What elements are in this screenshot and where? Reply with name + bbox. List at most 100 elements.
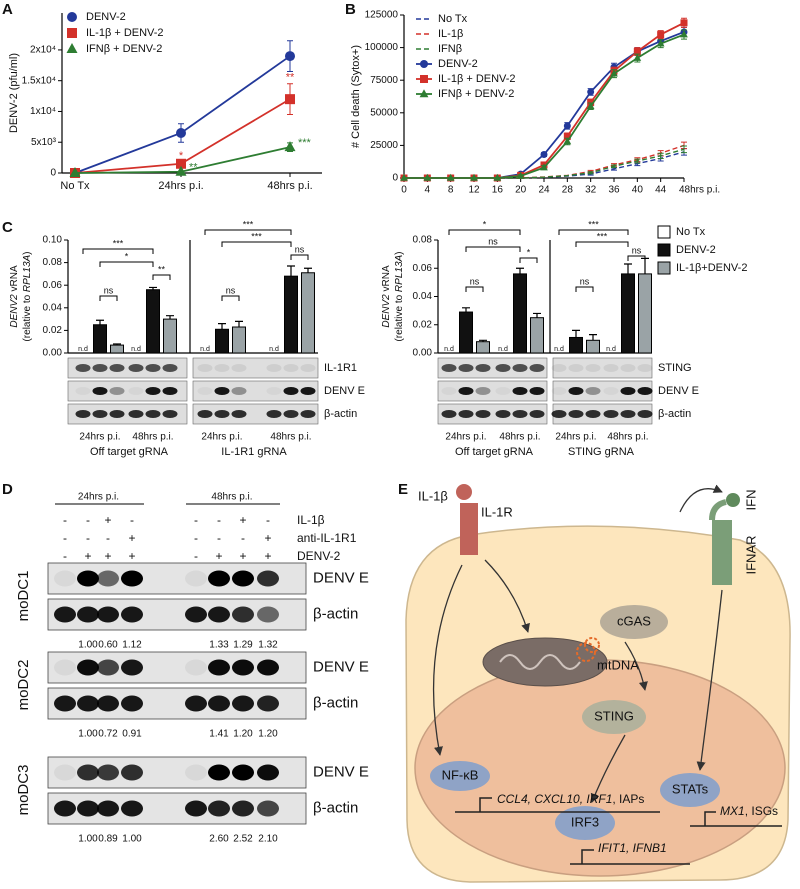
marker: [67, 28, 77, 38]
x-tick-label: 44: [655, 185, 667, 196]
bracket: [221, 241, 292, 247]
error-bar: [96, 319, 104, 325]
panel-label: A: [2, 1, 13, 18]
significance: ns: [226, 285, 236, 295]
y-tick-label: 100000: [365, 42, 399, 53]
error-bar: [572, 329, 580, 338]
blot-band: [208, 570, 230, 587]
bar: [638, 273, 652, 354]
error-bar: [611, 164, 617, 169]
blot-band: [109, 364, 125, 372]
blot-band: [585, 364, 601, 372]
sting-label: STING: [594, 708, 634, 723]
blot-label: IL-1R1: [324, 362, 357, 374]
blot-band: [551, 364, 567, 372]
x-tick-label: 24hrs p.i.: [445, 432, 486, 443]
blot: [67, 380, 188, 402]
bar: [621, 273, 635, 354]
blot: [192, 357, 319, 379]
legend-label: No Tx: [676, 226, 706, 238]
blot-band: [231, 387, 247, 395]
marker: [633, 53, 642, 61]
blot-band: [232, 659, 254, 676]
gene-text: MX1: [720, 804, 745, 818]
blot-band: [257, 659, 279, 676]
x-tick-label: 48hrs p.i.: [267, 180, 312, 192]
marker: [493, 173, 502, 181]
treatment-label: IL-1β: [297, 513, 325, 527]
blot-band: [266, 364, 282, 372]
marker: [176, 128, 186, 138]
blot-band: [266, 410, 282, 418]
bar: [284, 275, 298, 354]
blot-band: [231, 410, 247, 418]
blot-label: DENV E: [658, 385, 699, 397]
y-axis-label-part: ): [394, 251, 405, 254]
blot-band: [75, 364, 91, 372]
blot-band: [475, 410, 491, 418]
x-tick-label: 8: [448, 185, 454, 196]
y-tick-label: 25000: [370, 140, 398, 151]
blot-band: [121, 659, 143, 676]
blot: [192, 380, 319, 402]
marker: [680, 30, 688, 38]
x-tick-label: 16: [492, 185, 504, 196]
blot-label: β-actin: [313, 799, 358, 816]
x-tick-label: 0: [401, 185, 407, 196]
gene-line: [690, 811, 782, 827]
bar: [586, 339, 600, 354]
bracket: [221, 295, 240, 301]
bracket: [290, 254, 309, 260]
cgas-label: cGAS: [617, 613, 651, 628]
marker: [176, 158, 186, 169]
arrow: [590, 734, 626, 803]
y-axis-label-part: RPL13A: [22, 254, 33, 292]
blot-band: [54, 606, 76, 623]
marker: [420, 60, 428, 68]
arrow: [696, 589, 723, 771]
y-axis-label-part: DENV2: [9, 294, 20, 328]
y-axis-label-part: (relative to: [394, 292, 405, 341]
bracket: [627, 255, 646, 261]
nfkb: [430, 761, 490, 791]
treatment-mark: +: [239, 549, 246, 563]
blot-band: [185, 695, 207, 712]
y-tick-label: 0.04: [43, 302, 63, 313]
blot-band: [603, 410, 619, 418]
quantification: 1.12: [122, 640, 142, 651]
quantification: 2.60: [209, 834, 229, 845]
gene-label: CCL4, CXCL10, IRF1, IAPs: [497, 792, 644, 806]
significance: ns: [295, 244, 305, 254]
blot-band: [529, 387, 545, 395]
blot-band: [257, 764, 279, 781]
value-label: n.d: [78, 346, 88, 353]
blot-band: [54, 800, 76, 817]
blot-band: [551, 387, 567, 395]
error-bar: [681, 145, 687, 154]
bracket: [519, 257, 538, 263]
legend-swatch: [657, 225, 671, 239]
blot-band: [458, 410, 474, 418]
blot-label: DENV E: [324, 385, 365, 397]
marker: [563, 132, 571, 140]
ligand: [726, 493, 740, 507]
bracket: [99, 261, 154, 267]
blot-band: [512, 410, 528, 418]
blot-band: [109, 410, 125, 418]
blot-band: [214, 410, 230, 418]
blot-band: [568, 410, 584, 418]
blot-band: [208, 695, 230, 712]
blot-band: [162, 364, 178, 372]
legend-label: DENV-2: [676, 244, 716, 256]
error-bar: [304, 267, 312, 273]
significance: ns: [488, 236, 498, 246]
bar: [110, 344, 124, 354]
treatment-mark: -: [63, 531, 67, 545]
blot-band: [620, 410, 636, 418]
blot-band: [603, 364, 619, 372]
y-axis-label: DENV2 vRNA: [381, 265, 392, 328]
error-bar: [149, 286, 157, 290]
significance: ***: [251, 231, 262, 241]
x-tick-label: 48hrs p.i.: [132, 432, 173, 443]
significance: **: [286, 72, 295, 84]
